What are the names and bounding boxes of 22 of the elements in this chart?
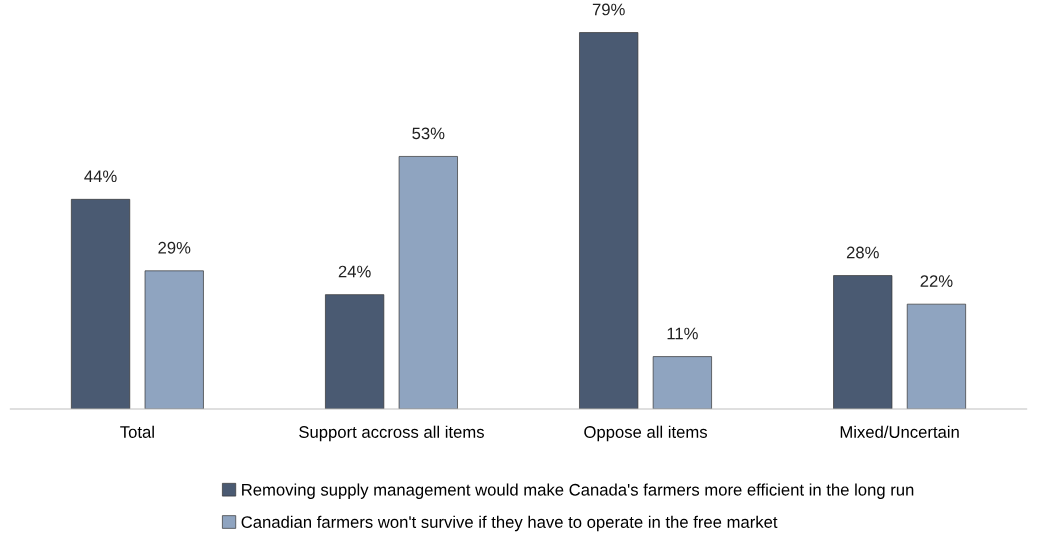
data-label: 44% [84,170,117,183]
bar [325,294,385,410]
data-label: 53% [412,127,445,140]
x-tick-label: Total [120,425,154,438]
bar [144,270,204,410]
bar [833,275,893,410]
bar [71,198,131,410]
x-tick-label: Mixed/Uncertain [840,425,959,438]
x-tick-label: Support accross all items [299,425,484,442]
data-label: 29% [158,241,191,254]
data-label: 24% [338,265,371,278]
bar [906,303,966,410]
legend-label: Canadian farmers won't survive if they have to operate in the free market [241,515,778,532]
bar [398,156,458,410]
bar [579,32,639,410]
data-label: 28% [846,246,879,259]
x-tick-label: Oppose all items [584,425,707,442]
data-label: 22% [920,275,953,287]
legend-label: Removing supply management would make Canada's farmers more efficient in the long run [242,483,914,499]
bar [652,356,712,410]
data-label: 11% [667,327,698,340]
data-label: 79% [592,3,625,16]
